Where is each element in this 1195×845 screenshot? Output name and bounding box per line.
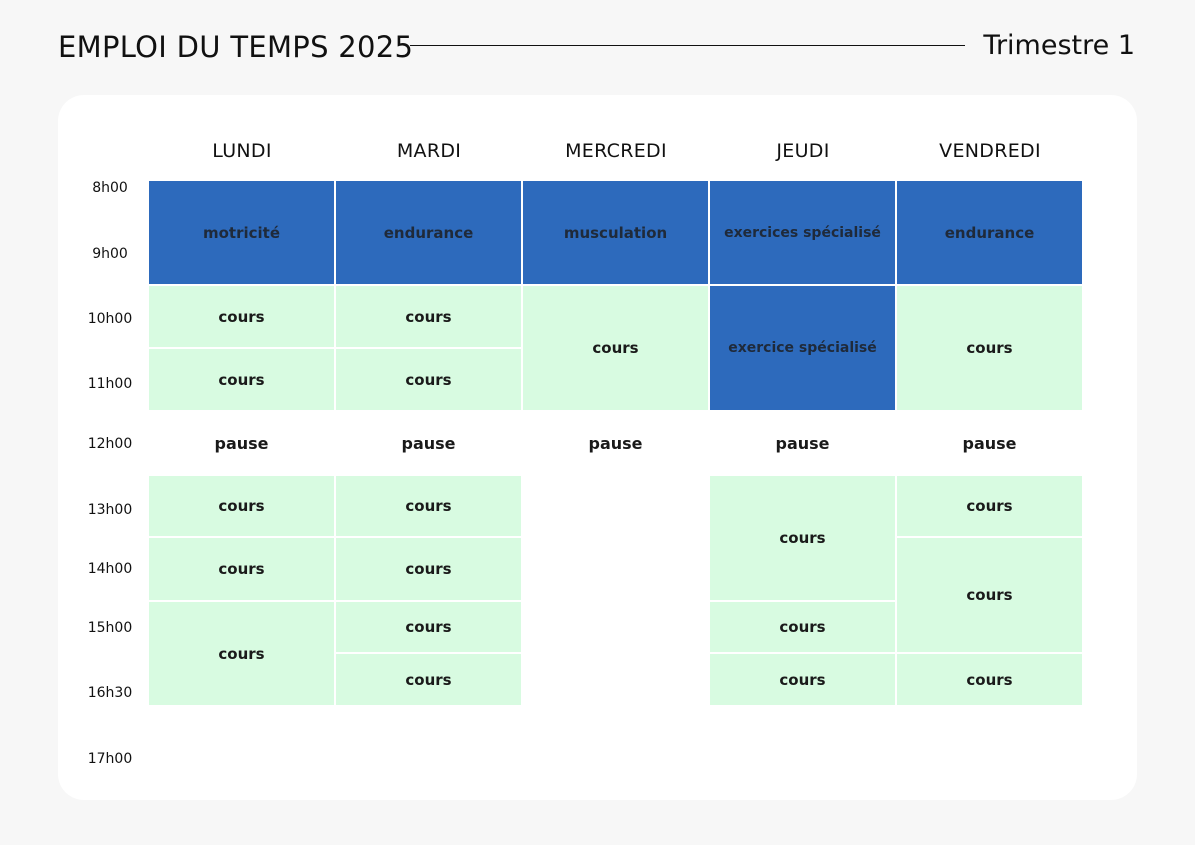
day-header-lundi: LUNDI <box>212 140 272 162</box>
day-header-mardi: MARDI <box>396 140 462 162</box>
session-cell: cours <box>336 602 521 652</box>
pause-cell: pause <box>962 434 1017 453</box>
session-cell: cours <box>897 538 1082 652</box>
session-cell: endurance <box>897 181 1082 284</box>
day-header-jeudi: JEUDI <box>776 140 830 162</box>
time-label: 16h30 <box>87 685 133 701</box>
session-cell: cours <box>336 349 521 410</box>
session-cell: cours <box>149 538 334 600</box>
term-label: Trimestre 1 <box>983 30 1135 61</box>
header-divider <box>410 45 965 46</box>
pause-cell: pause <box>588 434 643 453</box>
session-cell: endurance <box>336 181 521 284</box>
session-cell: cours <box>897 286 1082 410</box>
session-cell: cours <box>710 476 895 600</box>
session-cell: cours <box>149 349 334 410</box>
day-header-mercredi: MERCREDI <box>565 140 667 162</box>
session-cell: cours <box>336 654 521 705</box>
session-cell: exercice spécialisé <box>710 286 895 410</box>
session-cell: cours <box>336 286 521 347</box>
time-label: 12h00 <box>87 436 133 452</box>
session-cell: cours <box>336 538 521 600</box>
time-label: 14h00 <box>87 561 133 577</box>
time-label: 15h00 <box>87 620 133 636</box>
session-cell: musculation <box>523 181 708 284</box>
session-cell: cours <box>897 654 1082 705</box>
pause-cell: pause <box>401 434 456 453</box>
pause-cell: pause <box>775 434 830 453</box>
session-cell: cours <box>523 286 708 410</box>
session-cell: cours <box>336 476 521 536</box>
session-cell: cours <box>149 602 334 705</box>
session-cell: motricité <box>149 181 334 284</box>
time-label: 11h00 <box>87 376 133 392</box>
time-label: 10h00 <box>87 311 133 327</box>
time-label: 17h00 <box>87 751 133 767</box>
day-header-vendredi: VENDREDI <box>939 140 1041 162</box>
pause-cell: pause <box>214 434 269 453</box>
session-cell: exercices spécialisé <box>710 181 895 284</box>
time-label: 9h00 <box>92 246 128 262</box>
header-title: EMPLOI DU TEMPS 2025 <box>58 30 414 64</box>
time-label: 8h00 <box>92 180 128 196</box>
session-cell: cours <box>897 476 1082 536</box>
session-cell: cours <box>710 602 895 652</box>
time-label: 13h00 <box>87 502 133 518</box>
session-cell: cours <box>710 654 895 705</box>
session-cell: cours <box>149 286 334 347</box>
session-cell: cours <box>149 476 334 536</box>
